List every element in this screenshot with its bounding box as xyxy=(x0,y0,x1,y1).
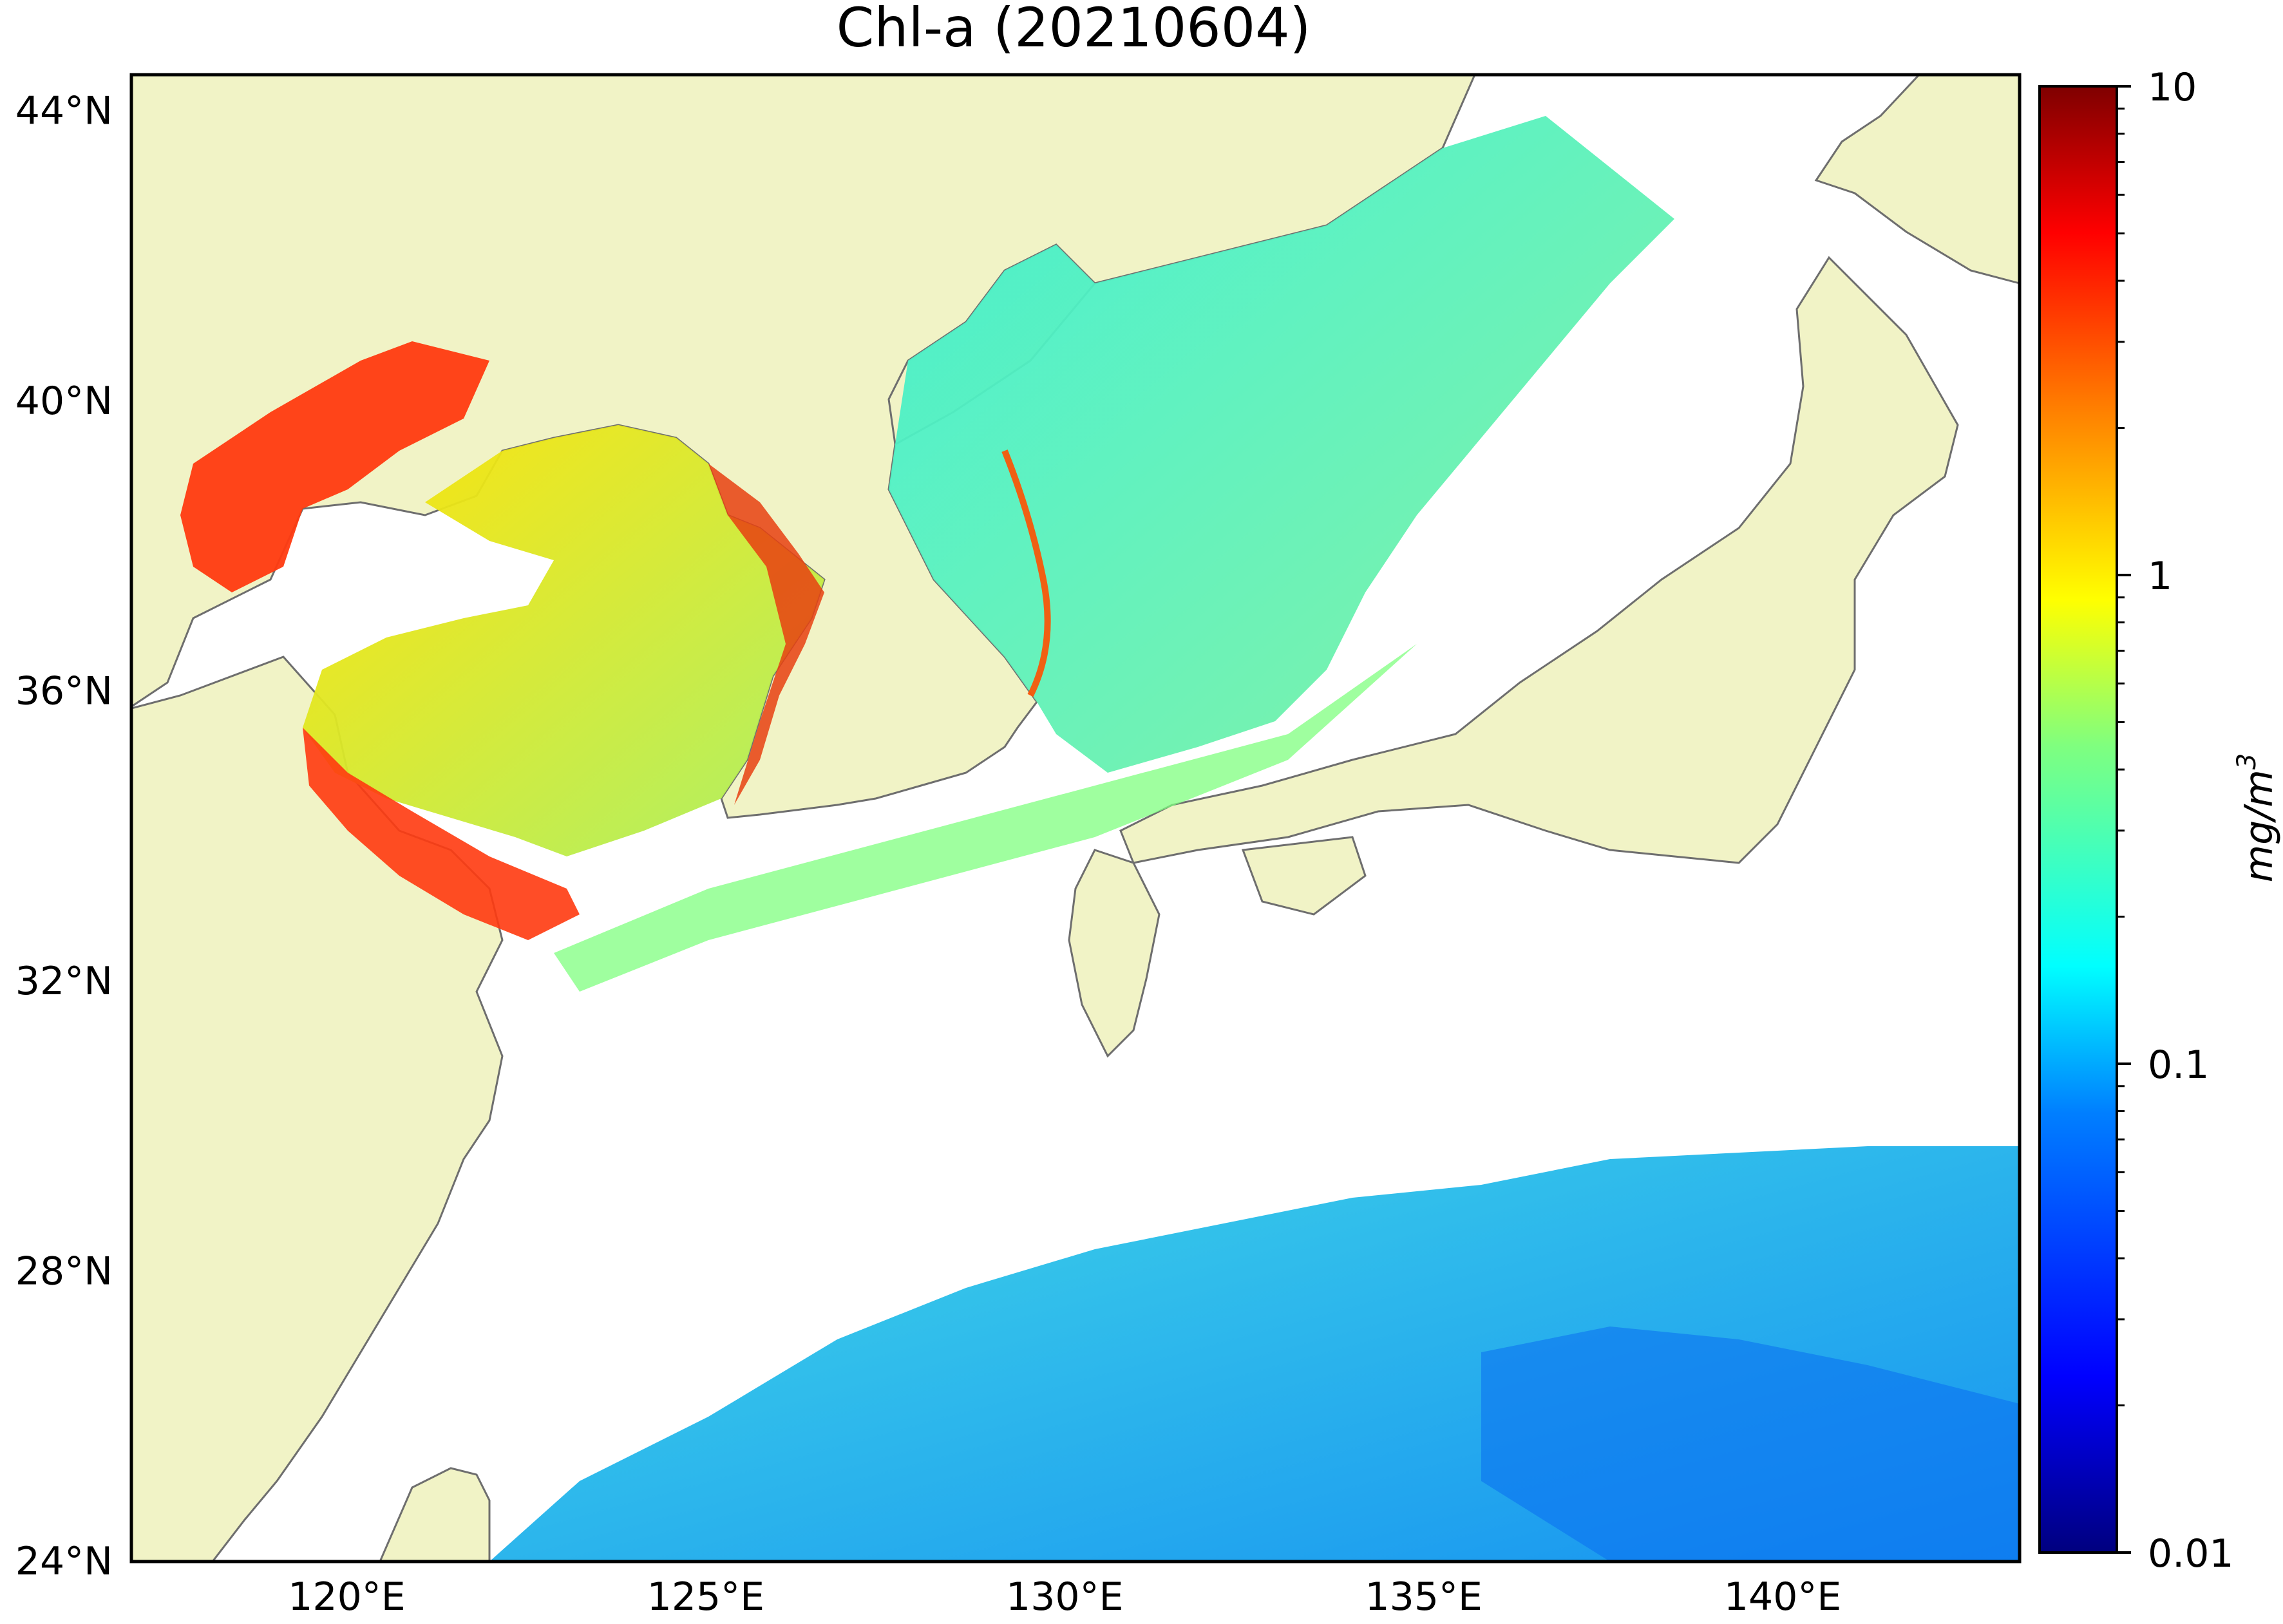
colorbar-tick-label: 1 xyxy=(2148,554,2172,599)
lat-tick-label: 36°N xyxy=(15,668,113,713)
lon-tick-label: 135°E xyxy=(1365,1574,1482,1619)
chl-korea-east-coast-front xyxy=(1001,449,1051,697)
lat-tick-label: 28°N xyxy=(15,1249,113,1294)
chl-yellow-sea-coastal-red xyxy=(303,728,580,940)
colorbar-tick-label: 0.1 xyxy=(2148,1043,2209,1088)
lon-tick-label: 140°E xyxy=(1724,1574,1841,1619)
lon-axis: 120°E 125°E 130°E 135°E 140°E xyxy=(288,1574,1841,1619)
colorbar-ticks: 10 1 0.1 0.01 xyxy=(2117,65,2234,1576)
colorbar-tick-label: 0.01 xyxy=(2148,1531,2234,1576)
lon-tick-label: 125°E xyxy=(647,1574,764,1619)
map-frame xyxy=(129,73,2022,1563)
colorbar-frame xyxy=(2038,85,2118,1554)
land-japan-hokkaido xyxy=(1814,75,2020,285)
chl-korea-west-coast-red xyxy=(708,464,824,805)
map-panel xyxy=(129,73,2022,1563)
colorbar-label-main: mg/m xyxy=(2237,770,2282,882)
colorbar-label-sup: 3 xyxy=(2232,753,2262,770)
chl-bohai-high xyxy=(180,341,489,592)
lat-axis: 44°N 40°N 36°N 32°N 28°N 24°N xyxy=(15,88,113,1584)
chl-sea-of-japan xyxy=(889,116,1674,773)
lat-tick-label: 40°N xyxy=(15,379,113,424)
land-japan-kyushu xyxy=(1068,849,1160,1058)
lat-tick-label: 32°N xyxy=(15,959,113,1004)
land-japan-shikoku xyxy=(1241,836,1367,916)
land-taiwan xyxy=(379,1467,491,1562)
map-title: Chl-a (20210604) xyxy=(837,0,1311,59)
colorbar-gradient xyxy=(2040,86,2117,1553)
land-japan-honshu xyxy=(1119,256,1959,864)
chl-east-china-sea-band xyxy=(554,644,1417,992)
colorbar-tick-label: 10 xyxy=(2148,65,2197,110)
colorbar-label: mg/m3 xyxy=(2232,753,2282,883)
lat-tick-label: 44°N xyxy=(15,88,113,133)
lon-tick-label: 120°E xyxy=(288,1574,405,1619)
chl-yellow-sea xyxy=(303,425,824,856)
colorbar: 10 1 0.1 0.01 mg/m3 xyxy=(2038,65,2282,1576)
lat-tick-label: 24°N xyxy=(15,1539,113,1584)
chl-pacific-deep-blue xyxy=(1481,1327,2020,1562)
lon-tick-label: 130°E xyxy=(1006,1574,1123,1619)
